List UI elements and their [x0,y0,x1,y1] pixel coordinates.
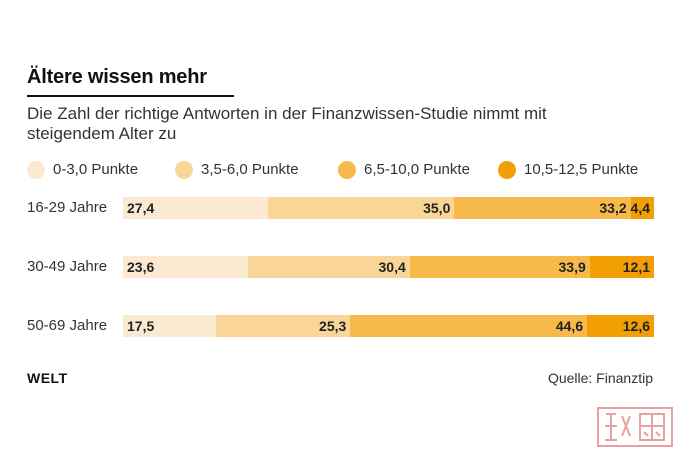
data-label: 12,1 [622,259,650,275]
category-label: 16-29 Jahre [27,199,108,216]
bar-segment [409,256,590,278]
data-label: 4,4 [630,200,650,216]
chart-subtitle: Die Zahl der richtige Antworten in der F… [27,104,547,143]
bar-segment [589,256,654,278]
data-label: 35,0 [423,200,451,216]
legend-label: 10,5-12,5 Punkte [524,161,639,178]
bar-segment [123,315,216,337]
bar-segment [268,197,455,219]
legend-label: 0-3,0 Punkte [53,161,139,178]
data-label: 30,4 [378,259,406,275]
watermark-seal-icon [597,407,673,447]
bar-segment [630,197,654,219]
data-label: 33,2 [599,200,627,216]
bar-segment [454,197,631,219]
legend-label: 6,5-10,0 Punkte [364,161,470,178]
bar-segment [248,256,410,278]
bar-segment [350,315,588,337]
category-label: 50-69 Jahre [27,317,108,334]
data-label: 23,6 [127,259,155,275]
legend-swatch [27,161,45,179]
data-label: 17,5 [127,318,155,334]
welt-logo: WELT [27,370,68,386]
legend-swatch [175,161,193,179]
bar-segment [123,256,249,278]
source-note: Quelle: Finanztip [547,370,653,386]
data-label: 33,9 [558,259,586,275]
legend-swatch [498,161,516,179]
bar-segment [215,315,351,337]
category-label: 30-49 Jahre [27,258,108,275]
data-label: 44,6 [555,318,584,334]
bar-segment [123,197,269,219]
title-underline [27,95,234,97]
data-label: 12,6 [622,318,650,334]
bar-segment [587,315,654,337]
legend-label: 3,5-6,0 Punkte [201,161,299,178]
data-label: 25,3 [319,318,347,334]
data-label: 27,4 [127,200,155,216]
legend-swatch [338,161,356,179]
chart-title: Ältere wissen mehr [27,66,207,88]
